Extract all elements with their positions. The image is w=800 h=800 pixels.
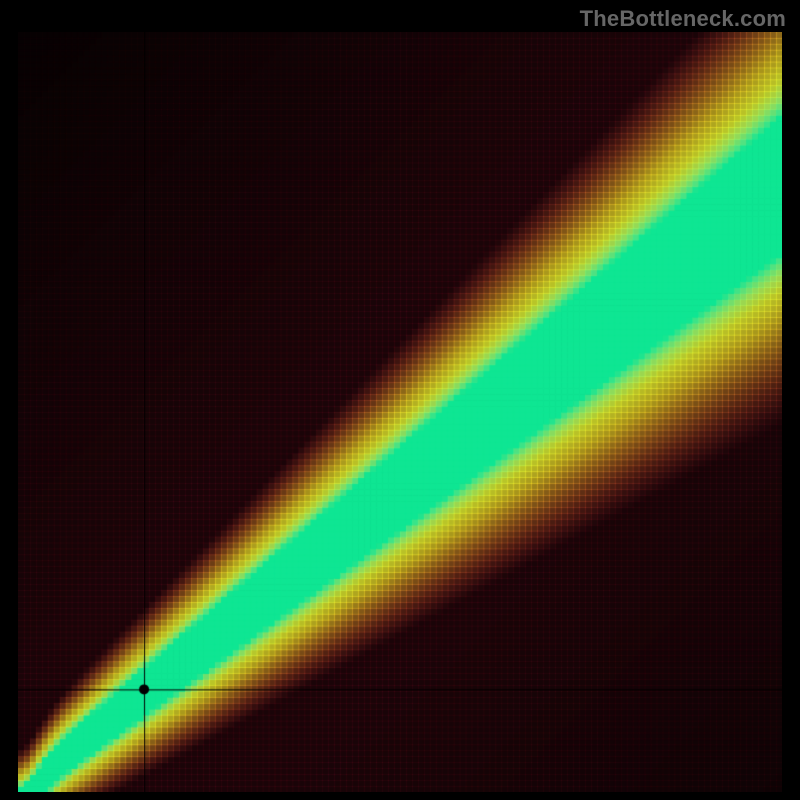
watermark-text: TheBottleneck.com: [580, 6, 786, 32]
heatmap-canvas: [18, 32, 782, 792]
chart-container: TheBottleneck.com: [0, 0, 800, 800]
